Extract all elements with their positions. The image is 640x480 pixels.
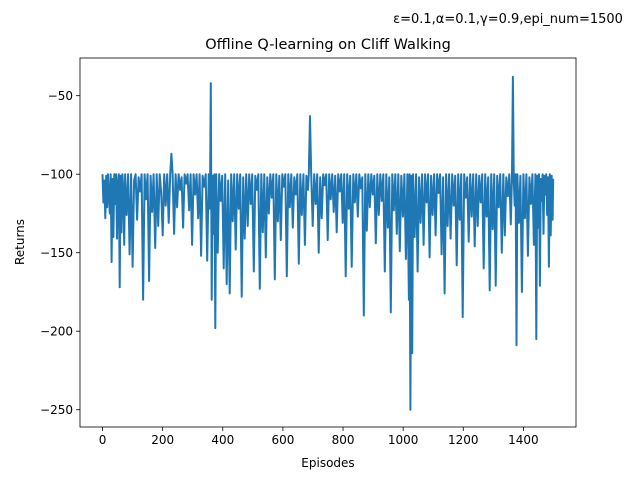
series-line-returns [101,75,555,411]
y-tick-label: −150 [40,246,73,260]
plot-area [79,57,577,428]
x-tick-label: 600 [271,433,294,447]
x-tick-label: 400 [211,433,234,447]
y-tick-label: −100 [40,168,73,182]
y-axis-label: Returns [13,219,27,265]
x-axis-label: Episodes [301,456,354,470]
x-tick-label: 0 [99,433,107,447]
parameter-annotation: ε=0.1,α=0.1,γ=0.9,epi_num=1500 [393,12,623,27]
axes-frame [79,57,577,428]
x-axis: 0 200 400 600 800 1000 1200 1400 [99,427,539,447]
x-tick-label: 800 [332,433,355,447]
y-tick-label: −200 [40,325,73,339]
y-tick-label: −250 [40,403,73,417]
chart-title: Offline Q-learning on Cliff Walking [205,37,451,53]
x-tick-label: 1400 [508,433,539,447]
x-tick-label: 1200 [448,433,479,447]
x-tick-label: 1000 [388,433,419,447]
y-axis: −250 −200 −150 −100 −50 [40,89,80,417]
y-tick-label: −50 [48,89,73,103]
x-tick-label: 200 [151,433,174,447]
